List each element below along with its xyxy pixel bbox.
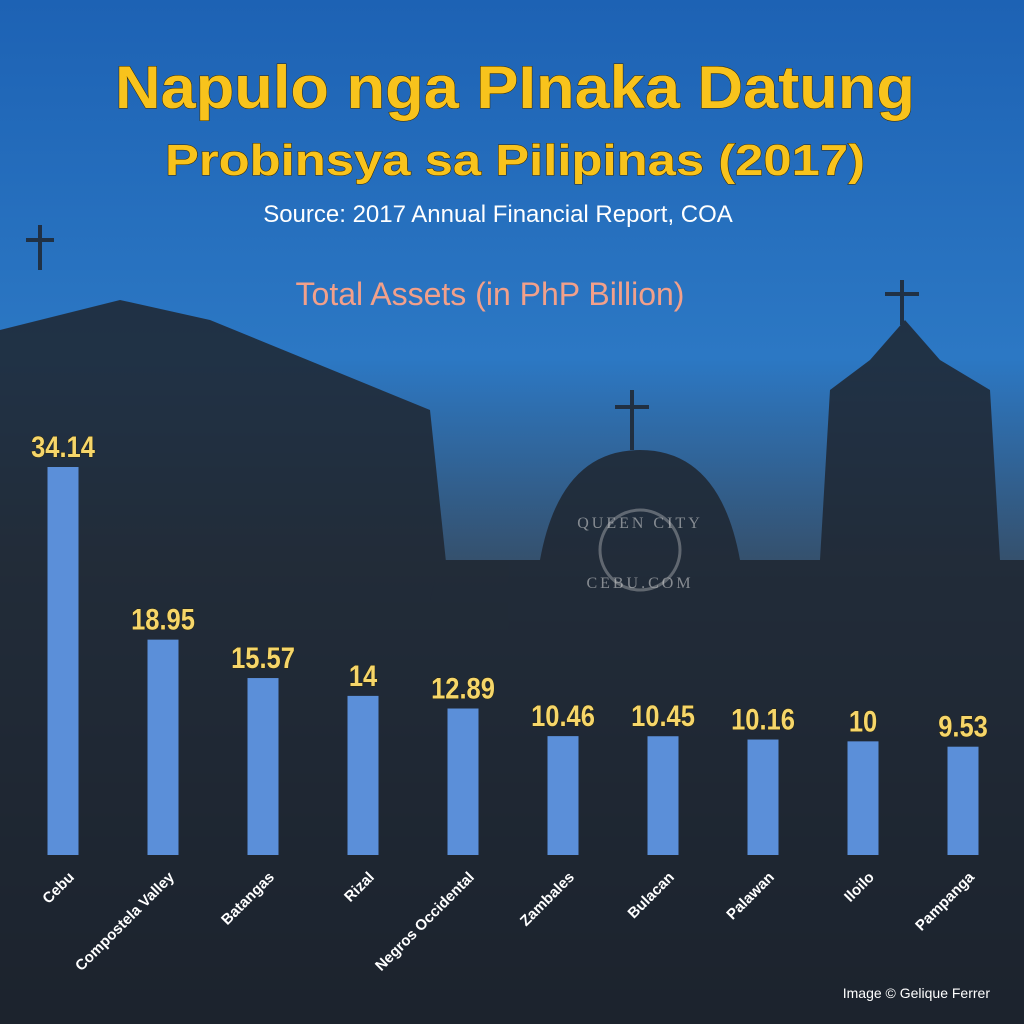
bar [347, 695, 379, 855]
watermark: QUEEN CITY [577, 515, 703, 532]
value-label: 10 [849, 704, 877, 737]
watermark-logo [598, 508, 682, 592]
value-label: 12.89 [431, 672, 495, 705]
title: Napulo nga PInaka Datung [115, 54, 915, 121]
value-label: 9.53 [938, 710, 988, 743]
bar [147, 639, 179, 855]
bar [847, 741, 879, 855]
value-label: 18.95 [131, 603, 195, 636]
bar [747, 739, 779, 855]
value-label: 14 [349, 659, 378, 692]
value-label: 34.14 [31, 430, 95, 463]
watermark: CEBU.COM [586, 575, 693, 592]
bar [447, 708, 479, 855]
credit: Image © Gelique Ferrer [843, 985, 991, 1001]
value-label: 15.57 [231, 641, 295, 674]
value-label: 10.45 [631, 699, 695, 732]
subtitle: Probinsya sa Pilipinas (2017) [165, 136, 865, 185]
value-label: 10.46 [531, 699, 595, 732]
chart-title: Total Assets (in PhP Billion) [296, 276, 685, 312]
bar [247, 678, 279, 855]
bar [647, 736, 679, 855]
bar [547, 736, 579, 855]
source: Source: 2017 Annual Financial Report, CO… [263, 201, 733, 228]
bar [947, 746, 979, 855]
bar [47, 467, 79, 855]
value-label: 10.16 [731, 703, 795, 736]
